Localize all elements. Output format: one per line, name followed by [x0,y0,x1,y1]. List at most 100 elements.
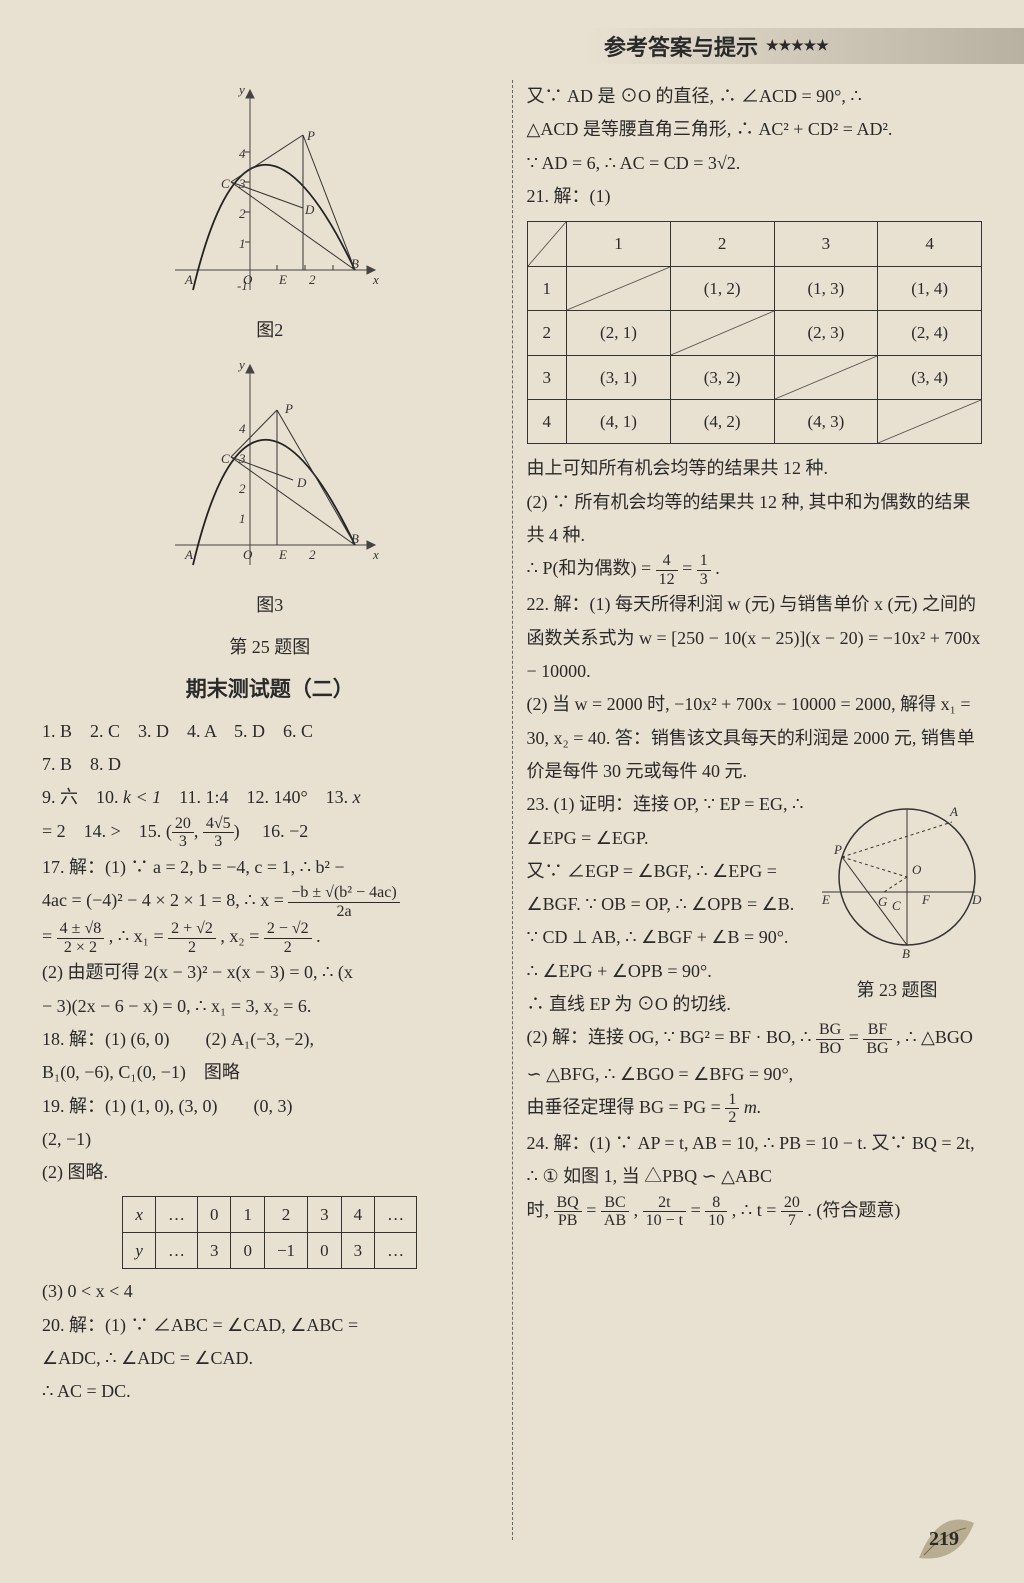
q21-line1: 由上可知所有机会均等的结果共 12 种. [527,452,983,485]
svg-text:4: 4 [239,146,246,161]
svg-text:D: D [304,202,315,217]
q21c-mid: = [682,558,697,578]
ans-13-x: x [353,787,361,807]
q20-cont-3: ∵ AD = 6, ∴ AC = CD = 3√2. [527,147,983,180]
svg-text:P: P [284,401,293,416]
figure-23: AB ED PO GF C 第 23 题图 [812,792,982,1007]
q24-line1: 24. 解：(1) ∵ AP = t, AB = 10, ∴ PB = 10 −… [527,1127,983,1194]
q21c-frac2: 13 [697,552,711,588]
ans-9-10-pre: 9. 六 10. [42,787,123,807]
figure-2-graph: xy OA E2 B -1 12 C3 4 P D [155,80,385,310]
svg-text:P: P [833,842,842,857]
right-column: 又∵ AD 是 ⊙O 的直径, ∴ ∠ACD = 90°, ∴ △ACD 是等腰… [513,80,997,1540]
svg-text:1: 1 [239,236,246,251]
q24b-end: . (符合题意) [807,1200,900,1220]
svg-text:x: x [372,272,379,287]
table-row: 4 (4, 1) (4, 2) (4, 3) [527,399,982,443]
q24b-f4: 810 [705,1194,727,1230]
q18-line2: B₁(0, −6), C₁(0, −1) 图略 [42,1056,498,1089]
table-row: y … 3 0 −1 0 3 … [123,1233,417,1269]
q23-line6: 由垂径定理得 BG = PG = 12 m. [527,1091,983,1127]
q17-l3-m2: , x₂ = [220,927,263,947]
q23f-pre: 由垂径定理得 BG = PG = [527,1097,726,1117]
q17-l3-eq: = [42,927,57,947]
table-row: 1 (1, 2) (1, 3) (1, 4) [527,266,982,310]
q18-line1: 18. 解：(1) (6, 0) (2) A₁(−3, −2), [42,1023,498,1056]
q24b-pre: 时, [527,1200,554,1220]
q19-table: x … 0 1 2 3 4 … y … 3 0 −1 0 3 … [122,1196,417,1270]
svg-text:E: E [821,892,830,907]
svg-text:2: 2 [239,206,246,221]
q21c-frac1: 412 [656,552,678,588]
svg-text:A: A [184,272,193,287]
page-content: xy OA E2 B -1 12 C3 4 P D [28,80,996,1540]
q20-cont-2: △ACD 是等腰直角三角形, ∴ AC² + CD² = AD². [527,113,983,146]
q17-frac-c: 2 − √22 [264,920,312,956]
figure-3-graph: xy OA E2 B 12 C3 4 P D [155,355,385,585]
svg-text:2: 2 [239,481,246,496]
q23e-frac1: BGBO [816,1021,844,1057]
svg-text:-1: -1 [237,278,248,293]
table-row: 2 (2, 1) (2, 3) (2, 4) [527,311,982,355]
q17-l3-m1: , ∴ x₁ = [109,927,168,947]
ans-11-13: 11. 1:4 12. 140° 13. [161,787,353,807]
q20-line1: 20. 解：(1) ∵ ∠ABC = ∠CAD, ∠ABC = [42,1309,498,1342]
svg-text:F: F [921,892,931,907]
q24b-m3: = [691,1200,706,1220]
q17-line5: − 3)(2x − 6 − x) = 0, ∴ x₁ = 3, x₂ = 6. [42,990,498,1023]
svg-text:D: D [971,892,982,907]
answers-row-4: = 2 14. > 15. (203, 4√53) 16. −2 [42,815,498,851]
q21-line3: ∴ P(和为偶数) = 412 = 13 . [527,552,983,588]
q17-l3-end: . [316,927,321,947]
svg-text:E: E [278,547,287,562]
ans-14-15-pre: = 2 14. > 15. [42,821,166,841]
svg-text:4: 4 [239,421,246,436]
svg-text:O: O [243,547,253,562]
svg-text:2: 2 [309,547,316,562]
q24b-m1: = [586,1200,601,1220]
circle-svg: AB ED PO GF C [812,792,982,962]
q22-line1: 22. 解：(1) 每天所得利润 w (元) 与销售单价 x (元) 之间的函数… [527,588,983,688]
table-row: x … 0 1 2 3 4 … [123,1196,417,1232]
q17-line3: = 4 ± √82 × 2 , ∴ x₁ = 2 + √22 , x₂ = 2 … [42,920,498,956]
q23e-pre: (2) 解：连接 OG, ∵ BG² = BF · BO, ∴ [527,1028,816,1048]
svg-text:O: O [912,862,922,877]
q21-line2: (2) ∵ 所有机会均等的结果共 12 种, 其中和为偶数的结果共 4 种. [527,486,983,553]
table-row: 3 (3, 1) (3, 2) (3, 4) [527,355,982,399]
q17-frac-b: 2 + √22 [168,920,216,956]
svg-text:y: y [237,82,245,97]
figure-2-caption: 图2 [42,314,498,347]
ans-15-sep: , [194,821,203,841]
q24b-f2: BCAB [601,1194,629,1230]
q24b-m4: , ∴ t = [732,1200,781,1220]
q24b-f1: BQPB [554,1194,582,1230]
svg-text:1: 1 [239,511,246,526]
q17-line2: 4ac = (−4)² − 4 × 2 × 1 = 8, ∴ x = −b ± … [42,884,498,920]
svg-text:x: x [372,547,379,562]
ans-15-frac-b: 4√53 [203,815,234,851]
q20-line3: ∴ AC = DC. [42,1375,498,1408]
q23f-end: m. [744,1097,762,1117]
q23f-frac: 12 [725,1091,739,1127]
q20-cont-1: 又∵ AD 是 ⊙O 的直径, ∴ ∠ACD = 90°, ∴ [527,80,983,113]
q19-line3: (2) 图略. [42,1156,498,1189]
answers-row-2: 7. B 8. D [42,748,498,781]
q24b-m2: , [634,1200,643,1220]
q21c-end: . [715,558,720,578]
svg-text:E: E [278,272,287,287]
svg-text:P: P [306,128,315,143]
figure-23-caption: 第 23 题图 [812,974,982,1007]
q21-head: 21. 解：(1) [527,180,983,213]
svg-text:A: A [949,804,958,819]
q17-line2-pre: 4ac = (−4)² − 4 × 2 × 1 = 8, ∴ x = [42,890,288,910]
svg-text:y: y [237,357,245,372]
q17-line1: 17. 解：(1) ∵ a = 2, b = −4, c = 1, ∴ b² − [42,851,498,884]
svg-text:C: C [221,176,230,191]
svg-text:G: G [878,894,888,909]
ans-15-frac-a: 203 [172,815,194,851]
ans-10: k < 1 [123,787,161,807]
q23e-mid: = [849,1028,864,1048]
header-stars: ★★★★★ [766,38,829,55]
svg-text:D: D [296,475,307,490]
ans-16: 16. −2 [244,821,308,841]
